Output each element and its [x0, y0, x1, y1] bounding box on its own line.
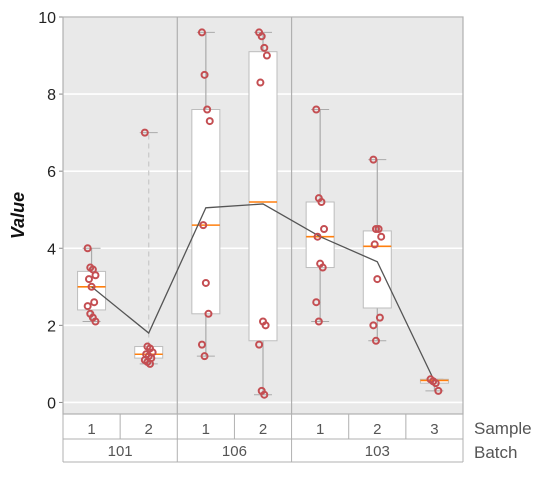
data-point	[146, 359, 155, 368]
data-point	[262, 51, 271, 60]
data-point	[431, 379, 440, 388]
data-point	[369, 321, 378, 330]
data-point	[312, 298, 321, 307]
sample-label: 3	[430, 421, 438, 438]
data-point	[87, 282, 96, 291]
plot-frame	[62, 16, 464, 415]
data-point	[91, 317, 100, 326]
sample-label: 1	[316, 421, 324, 438]
mean-line	[91, 203, 436, 382]
y-tick-label: 6	[47, 164, 56, 181]
data-point	[369, 155, 378, 164]
data-point	[140, 128, 149, 137]
data-point	[374, 224, 383, 233]
data-point	[261, 321, 270, 330]
data-point	[83, 244, 92, 253]
sample-label: 1	[87, 421, 95, 438]
data-point	[90, 298, 99, 307]
y-tick-label: 0	[47, 395, 56, 412]
data-point	[255, 340, 264, 349]
data-point	[373, 275, 382, 284]
data-point	[200, 352, 209, 361]
batch-label: 106	[222, 443, 247, 460]
data-point	[314, 317, 323, 326]
data-point	[201, 278, 210, 287]
data-point	[204, 309, 213, 318]
y-tick-label: 4	[47, 241, 56, 258]
data-point	[320, 224, 329, 233]
data-point	[377, 232, 386, 241]
data-point	[256, 78, 265, 87]
batch-label: 101	[108, 443, 133, 460]
data-point	[200, 70, 209, 79]
data-point	[91, 271, 100, 280]
data-point	[257, 32, 266, 41]
data-point	[260, 43, 269, 52]
sample-label: 1	[202, 421, 210, 438]
data-point	[434, 386, 443, 395]
box	[191, 109, 221, 315]
data-point	[205, 117, 214, 126]
y-tick-label: 10	[38, 10, 56, 27]
y-axis-label: Value	[8, 192, 28, 239]
data-point	[203, 105, 212, 114]
row-label-sample: Sample	[474, 419, 532, 438]
data-point	[375, 313, 384, 322]
y-tick-label: 8	[47, 87, 56, 104]
data-point	[312, 105, 321, 114]
y-tick-label: 2	[47, 318, 56, 335]
data-point	[260, 390, 269, 399]
data-point	[313, 232, 322, 241]
box	[248, 51, 278, 342]
data-point	[197, 28, 206, 37]
data-point	[197, 340, 206, 349]
data-point	[317, 198, 326, 207]
row-label-batch: Batch	[474, 443, 517, 462]
data-point	[84, 275, 93, 284]
data-point	[318, 263, 327, 272]
batch-label: 103	[365, 443, 390, 460]
data-point	[199, 221, 208, 230]
data-point	[371, 336, 380, 345]
data-point	[83, 302, 92, 311]
data-point	[370, 240, 379, 249]
sample-label: 2	[373, 421, 381, 438]
sample-label: 2	[145, 421, 153, 438]
sample-label: 2	[259, 421, 267, 438]
